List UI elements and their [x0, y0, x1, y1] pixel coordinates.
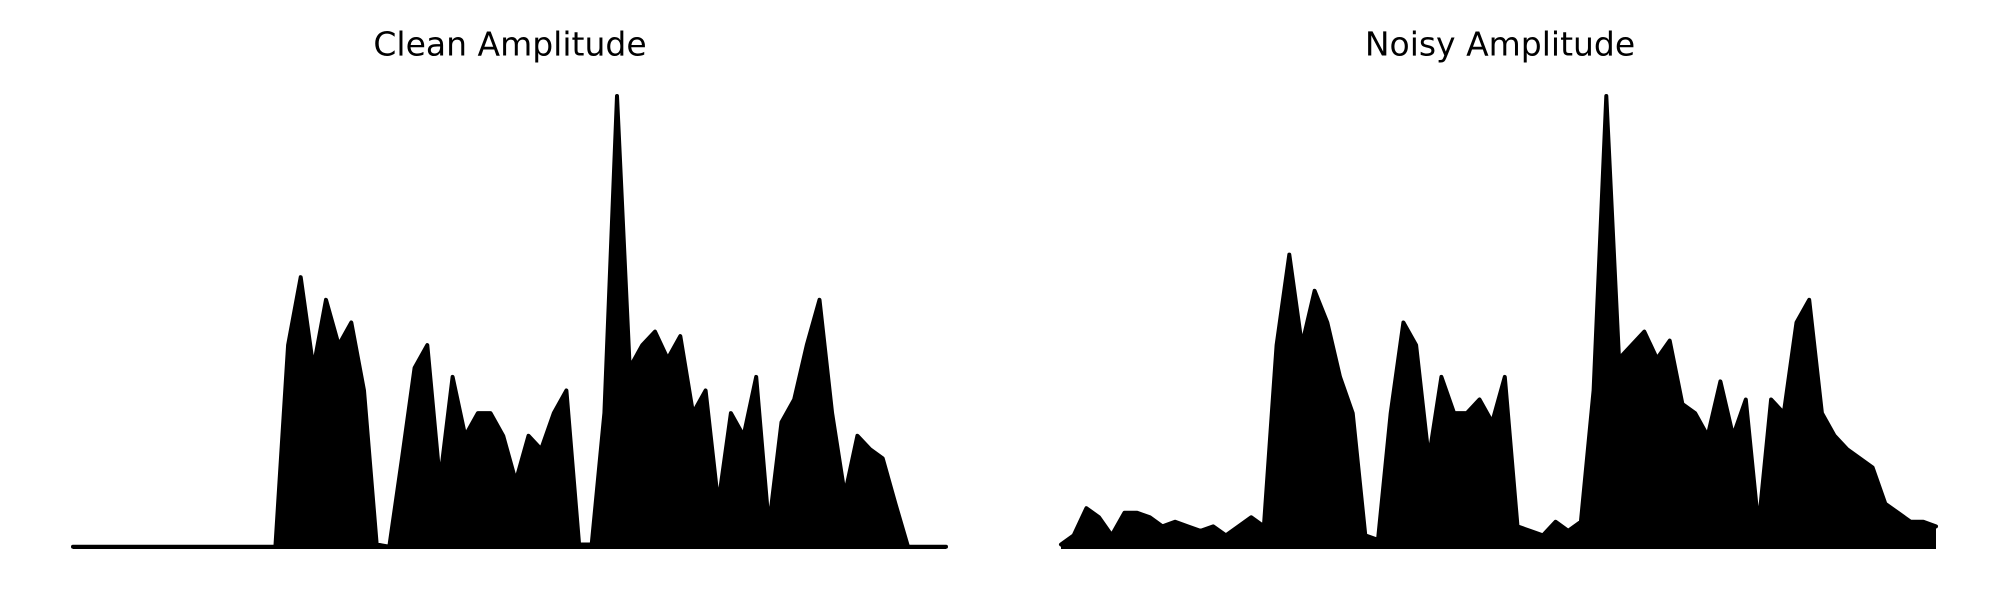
chart-title: Clean Amplitude [373, 25, 646, 64]
amplitude-area [1061, 96, 1936, 549]
amplitude-line [1059, 94, 1938, 547]
amplitude-line [71, 94, 948, 549]
amplitude-area [73, 96, 946, 549]
chart-title: Noisy Amplitude [1365, 25, 1635, 64]
